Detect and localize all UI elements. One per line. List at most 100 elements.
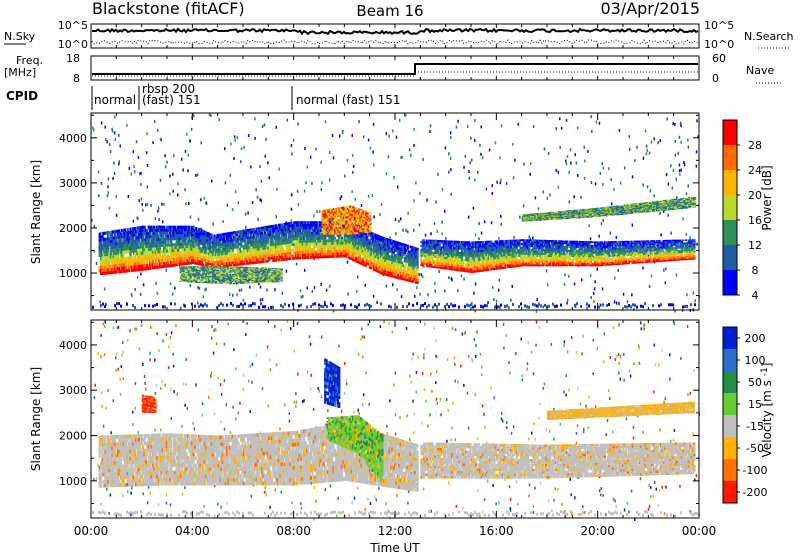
backscatter-cell [487,262,490,265]
backscatter-cell [314,245,317,248]
noise-cell [474,119,476,122]
backscatter-cell [480,260,483,263]
backscatter-cell [146,235,149,239]
backscatter-cell [361,239,365,242]
backscatter-cell [427,247,430,250]
backscatter-cell [101,259,104,263]
backscatter-cell [442,252,445,255]
backscatter-cell [182,248,185,252]
backscatter-cell [451,249,454,252]
backscatter-cell [125,259,128,264]
backscatter-cell [389,266,393,270]
backscatter-cell [314,221,317,224]
backscatter-cell [172,234,176,238]
backscatter-cell [284,244,288,247]
backscatter-cell [303,253,306,257]
backscatter-cell [424,247,427,250]
noise-cell [448,170,450,174]
backscatter-cell [466,241,469,244]
backscatter-cell [160,237,163,241]
backscatter-cell [189,231,192,234]
backscatter-cell [179,262,183,266]
noise-cell [677,151,679,155]
backscatter-cell [153,244,156,248]
n-search-tick-top: 10^5 [704,19,734,32]
backscatter-cell [265,241,268,245]
backscatter-cell [276,229,279,233]
backscatter-cell [375,234,379,237]
nave-tick-bottom: 0 [712,72,719,85]
backscatter-cell [130,256,134,260]
noise-cell [574,153,576,157]
backscatter-cell [179,228,183,232]
backscatter-cell [233,243,236,247]
backscatter-cell [226,239,229,243]
backscatter-cell [140,267,143,271]
backscatter-cell [258,237,261,241]
backscatter-cell [228,261,232,265]
backscatter-cell [399,253,402,256]
backscatter-cell [368,239,372,243]
backscatter-cell [255,261,258,264]
backscatter-cell [235,240,239,244]
noise-cell [237,201,240,205]
backscatter-cell [444,263,447,266]
noise-cell [234,138,236,142]
backscatter-cell [184,245,187,249]
backscatter-cell [361,260,365,263]
backscatter-cell [352,234,355,238]
backscatter-cell [470,241,473,244]
backscatter-cell [256,235,260,238]
backscatter-cell [442,240,445,243]
near-range-cell [264,305,266,309]
noise-cell [234,190,237,194]
backscatter-cell [151,250,155,254]
backscatter-cell [408,263,411,267]
backscatter-cell [195,227,198,230]
backscatter-cell [262,252,265,256]
near-range-cell [156,303,158,307]
backscatter-cell [300,248,303,252]
backscatter-cell [100,259,103,263]
backscatter-cell [268,230,271,234]
noise-cell [589,237,592,241]
noise-cell [107,191,109,195]
backscatter-cell [364,242,367,246]
noise-cell [667,182,670,186]
backscatter-cell [430,243,433,246]
near-range-cell [644,302,646,306]
backscatter-cell [298,229,302,233]
noise-cell [261,298,264,301]
backscatter-cell [444,265,447,268]
backscatter-cell [284,230,288,234]
backscatter-cell [431,261,434,264]
backscatter-cell [350,244,353,248]
backscatter-cell [184,251,187,254]
backscatter-cell [219,262,222,266]
backscatter-cell [227,239,230,243]
backscatter-cell [318,247,321,251]
backscatter-cell [455,253,458,256]
backscatter-cell [272,224,275,228]
backscatter-cell [188,259,191,262]
backscatter-cell [170,225,173,229]
noise-cell [600,222,603,226]
backscatter-cell [221,257,225,261]
backscatter-cell [111,264,114,268]
backscatter-cell [378,246,381,249]
backscatter-cell [474,243,478,246]
noise-cell [372,150,374,154]
backscatter-cell [135,242,138,246]
backscatter-cell [262,229,265,232]
noise-cell [276,187,278,191]
backscatter-cell [466,261,469,264]
backscatter-cell [268,236,271,239]
backscatter-cell [240,252,243,256]
noise-cell [450,277,453,281]
backscatter-cell [242,247,246,250]
backscatter-cell [192,233,195,237]
backscatter-cell [136,245,139,249]
backscatter-cell [181,262,184,266]
backscatter-cell [287,243,290,247]
backscatter-cell [172,231,176,235]
